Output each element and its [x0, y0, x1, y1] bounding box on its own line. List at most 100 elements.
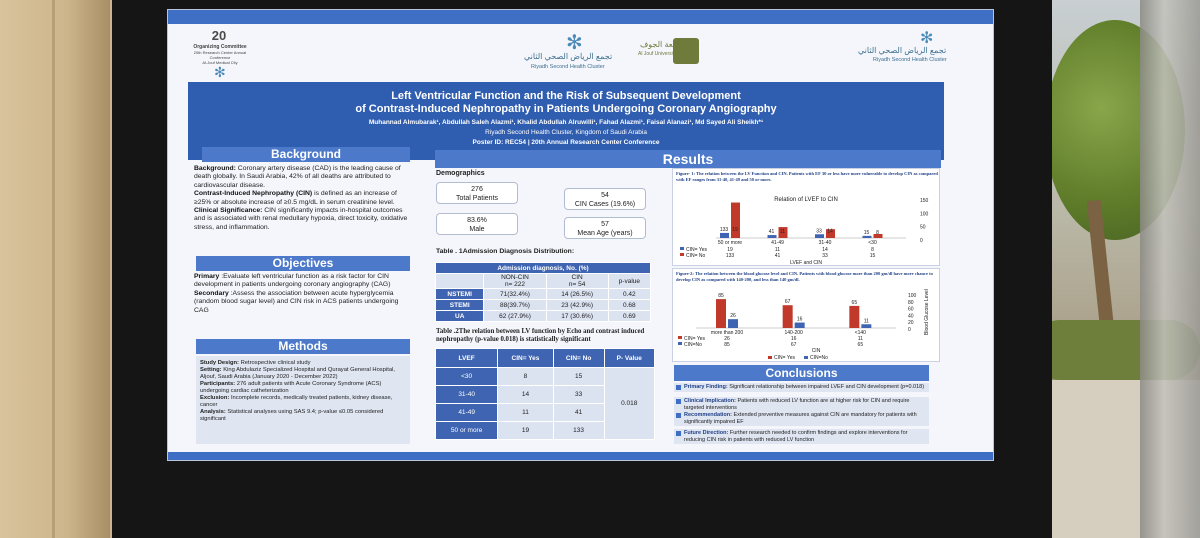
table-cell: 67 [791, 342, 797, 348]
bar-cin-yes [849, 305, 860, 328]
table-row: 41-49 11 41 [434, 403, 655, 422]
data-label: 11 [780, 229, 785, 235]
cluster-arabic-right: تجمع الرياض الصحي الثاني [858, 46, 947, 55]
y-tick-label: 80 [908, 300, 914, 306]
bar-cin-no [873, 234, 883, 238]
data-label: 85 [718, 293, 724, 299]
data-label: 65 [852, 300, 858, 306]
authors: Muhannad Almubarak¹, Abdullah Saleh Alaz… [368, 119, 764, 126]
methods-box [196, 356, 410, 444]
data-label: 26 [730, 313, 736, 319]
data-label: 16 [797, 317, 803, 323]
university-logo-icon [673, 38, 699, 64]
bar-cin-no [731, 202, 740, 238]
poster-id: Poster ID: REC54 | 20th Annual Research … [472, 139, 660, 146]
y-tick-label: 40 [908, 313, 914, 319]
data-label: 67 [785, 299, 791, 305]
organizing-committee: Organizing Committee 20th Research Cente… [193, 44, 247, 66]
data-label: 19 [732, 227, 738, 233]
table2-caption: Table .2The relation between LV function… [436, 328, 645, 343]
bar-cin-yes [782, 305, 793, 328]
table1-col-cin: CIN n= 54 [545, 273, 609, 289]
y-tick-label: 0 [908, 327, 911, 333]
y-tick-label: 150 [920, 198, 929, 204]
cluster-english: Riyadh Second Health Cluster [531, 64, 605, 70]
table-cell: 11 [858, 336, 863, 342]
university-arabic: جامعة الجوف [640, 40, 685, 49]
bar-cin-no [826, 229, 835, 238]
table-row: 50 or more 19 133 [434, 421, 655, 440]
results-heading: Results [435, 150, 941, 168]
poster-title-line1: Left Ventricular Function and the Risk o… [391, 90, 741, 102]
legend-swatch-yes-bottom [768, 356, 772, 359]
cluster-arabic: تجمع الرياض الصحي الثاني [524, 52, 613, 61]
objectives-heading: Objectives [196, 256, 410, 271]
table-cell: 133 [726, 253, 735, 259]
table-cell: 85 [724, 342, 730, 348]
conclusion-item: Primary Finding: Significant relationshi… [674, 383, 929, 392]
bar-cin-yes [720, 232, 729, 238]
data-label: 14 [827, 228, 833, 234]
figure2-caption: Figure-2: The relation between the blood… [676, 271, 933, 282]
legend-swatch-no [678, 342, 682, 345]
bar-cin-no [861, 324, 872, 328]
legend-swatch-yes [678, 336, 682, 339]
x-tick-label: 140-200 [784, 330, 803, 336]
table-row: NSTEMI 71(32.4%) 14 (26.5%) 0.42 [434, 288, 652, 300]
table-row: 31-40 14 33 [434, 385, 655, 404]
data-label: 41 [769, 229, 775, 235]
background-heading: Background [202, 147, 410, 162]
bar-cin-no [728, 319, 738, 328]
lvef-p-value: 0.018 [603, 367, 655, 440]
legend-label: CIN=No [810, 355, 828, 361]
table1-caption: Table . 1Admission Diagnosis Distributio… [436, 248, 575, 255]
x-tick-label: more than 200 [711, 330, 743, 336]
x-tick-label: 50 or more [718, 240, 742, 246]
cluster-star-icon: ✻ [566, 32, 583, 54]
bar-cin-no [794, 322, 805, 328]
table-cell: 26 [724, 336, 730, 342]
legend-label: CIN= Yes [684, 336, 705, 342]
table-cell: 15 [870, 253, 876, 259]
table-row: <30 8 15 0.018 [434, 367, 655, 440]
background-text: Background: Coronary artery disease (CAD… [194, 165, 408, 231]
figure1-caption: Figure- 1: The relation between the LV F… [676, 171, 938, 182]
x-axis-label: CIN [812, 348, 821, 354]
table-cell: 65 [858, 342, 864, 348]
y-tick-label: 100 [920, 211, 929, 217]
table-row: UA 62 (27.9%) 17 (30.6%) 0.69 [434, 310, 652, 322]
window-post [1140, 0, 1200, 538]
conclusion-item: Future Direction: Further research neede… [674, 429, 929, 444]
y-tick-label: 60 [908, 307, 914, 313]
conclusions-heading: Conclusions [674, 365, 929, 381]
x-tick-label: 31-40 [819, 240, 832, 246]
poster-bottom-bar [168, 452, 993, 460]
cluster-star-icon-right: ✻ [920, 30, 934, 47]
table-cell: 33 [822, 253, 828, 259]
table1-header: Admission diagnosis, No. (%) [435, 262, 651, 274]
data-label: 133 [720, 227, 729, 233]
stat-total-patients: 276 Total Patients [436, 182, 518, 204]
data-label: 15 [864, 230, 870, 236]
university-english: Al Jouf University [638, 51, 677, 57]
table-cell: 16 [791, 336, 797, 342]
y-tick-label: 20 [908, 320, 914, 326]
x-tick-label: <30 [868, 240, 877, 246]
legend-label: CIN= No [686, 253, 706, 259]
x-axis-label: LVEF and CIN [790, 260, 822, 264]
chart-title: Relation of LVEF to CIN [774, 197, 838, 203]
bar-cin-no [778, 227, 788, 238]
lvef-table: LVEF CIN= Yes CIN= No P- Value <30 8 15 … [434, 348, 655, 440]
data-label: 8 [876, 230, 879, 236]
objectives-text: Primary :Evaluate left ventricular funct… [194, 273, 399, 314]
figure1-box [672, 168, 940, 266]
y-tick-label: 100 [908, 293, 917, 299]
stat-cin-cases: 54 CIN Cases (19.6%) [564, 188, 646, 210]
conclusion-item: Clinical Implication: Patients with redu… [674, 397, 929, 412]
bar-cin-yes [815, 234, 824, 238]
legend-label: CIN= Yes [686, 247, 707, 253]
methods-heading: Methods [196, 339, 410, 354]
y-tick-label: 50 [920, 225, 926, 231]
